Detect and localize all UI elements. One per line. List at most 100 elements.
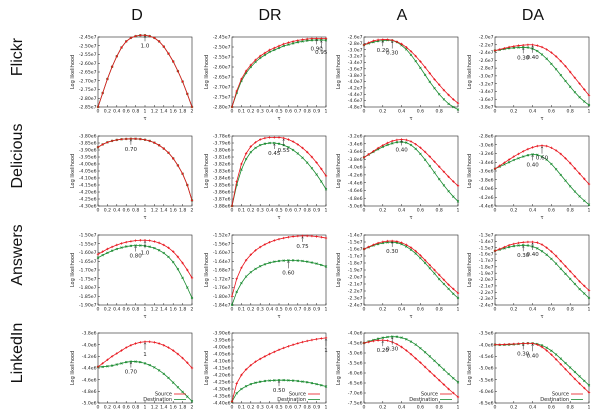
- panel-delicious-a-series-source-point: [447, 175, 450, 179]
- panel-delicious-d-ytick-label: -3.80e6: [79, 134, 97, 140]
- panel-delicious-dr-annotation-arrowhead: [273, 143, 276, 146]
- panel-linkedin-da-series-destination-point: [550, 349, 553, 352]
- panel-linkedin-a-ytick-label: -7.5e6: [348, 401, 363, 407]
- panel-flickr-da-ytick-label: -3.0e7: [479, 73, 494, 79]
- panel-linkedin-d-series-source-point: [181, 356, 184, 360]
- panel-delicious-da-series-source-point: [569, 161, 572, 165]
- panel-linkedin-d-series-source-point: [172, 349, 175, 352]
- panel-linkedin-d-series-destination-point: [176, 386, 180, 389]
- panel-linkedin-d-annotation-label: 0.70: [125, 370, 138, 376]
- panel-flickr-dr-x-axis-label: τ: [277, 116, 280, 122]
- panel-flickr-da-series-destination-point: [564, 79, 567, 83]
- panel-linkedin-d-annotation-arrowhead: [129, 362, 133, 365]
- panel-answers-a-ytick-label: -1.4e7: [348, 233, 363, 239]
- panel-delicious-da-series-destination-point: [545, 158, 548, 161]
- panel-answers-da-series-source-point: [498, 247, 501, 251]
- panel-linkedin-da-series-source-point: [545, 349, 548, 352]
- panel-answers-da-x-axis-label: τ: [540, 314, 543, 320]
- panel-answers-dr-series-destination-point: [301, 259, 304, 263]
- panel-answers-dr-xtick-label: 0.4: [266, 307, 273, 313]
- panel-linkedin-a-annotation-label: 0.30: [386, 347, 399, 353]
- panel-delicious-a-series-source-point: [372, 149, 375, 153]
- panel-delicious-dr-series-destination-point: [324, 187, 328, 191]
- panel-flickr-a-ytick-label: -4.4e7: [348, 92, 363, 98]
- panel-delicious-a-ytick-label: -4.6e6: [348, 188, 363, 194]
- panel-flickr-da-x-axis-label: τ: [540, 116, 543, 122]
- panel-answers-d-series-destination-point: [110, 249, 114, 252]
- panel-answers-d-series-destination-point: [181, 276, 184, 280]
- panel-linkedin-a-legend-label-source: Source: [421, 392, 438, 398]
- panel-answers-a-ytick-label: -2.2e7: [348, 289, 363, 295]
- panel-linkedin-d-legend-label-source: Source: [155, 392, 172, 398]
- panel-delicious-dr-series-destination-point: [244, 157, 248, 161]
- panel-answers-d-ytick-label: -1.70e7: [79, 268, 97, 274]
- panel-delicious-da-series-source-point: [550, 146, 553, 150]
- panel-linkedin-dr-series-destination-point: [282, 378, 285, 382]
- panel-answers-da-series-destination-point: [545, 253, 548, 256]
- panel-linkedin-d-xtick-label: 1.6: [170, 405, 177, 410]
- panel-linkedin-da-series-source-point: [517, 342, 520, 345]
- panel-linkedin-d-series-destination-point: [171, 381, 175, 384]
- panel-linkedin-d-xtick-label: 0.4: [113, 405, 120, 410]
- panel-answers-d-series-destination-point: [120, 246, 123, 249]
- panel-answers-dr-xtick-label: 0.6: [285, 307, 292, 313]
- panel-delicious-d-series-source-point: [162, 147, 165, 150]
- panel-answers-da-series-destination-point: [573, 282, 577, 286]
- panel-delicious-d-series-source-point: [96, 146, 100, 149]
- panel-linkedin-d-series-source-point: [120, 349, 123, 352]
- panel-delicious-dr-y-axis-label: Log likelihood: [204, 154, 210, 188]
- panel-flickr-dr-xtick-label: 0: [231, 109, 234, 115]
- panel-delicious-da-xtick-label: 1: [588, 208, 591, 214]
- panel-flickr-a-annotation-arrowhead: [381, 40, 385, 43]
- panel-linkedin-d-series-source-point: [157, 342, 161, 345]
- panel-answers-a-series-source-point: [452, 287, 455, 291]
- panel-answers-da-series-source-point: [526, 240, 530, 244]
- panel-linkedin-da-ytick-label: -5.0e6: [479, 366, 494, 372]
- panel-flickr-dr-series-destination-point: [324, 38, 328, 42]
- panel-linkedin-a-series-source-point: [456, 395, 460, 399]
- panel-flickr-a-xtick-label: 0: [363, 109, 366, 115]
- panel-delicious-da-series-destination-point: [521, 155, 525, 158]
- panel-linkedin-dr-series-destination-point: [310, 381, 314, 385]
- panel-flickr-a-series-destination-point: [447, 102, 450, 106]
- panel-flickr-a-series-destination-point: [433, 86, 436, 90]
- panel-linkedin-da-series-source-point: [569, 372, 572, 376]
- panel-delicious-dr-series-source-point: [259, 138, 262, 141]
- panel-flickr-a-series-source-point: [409, 50, 413, 53]
- panel-flickr-dr-series-destination-point: [287, 43, 290, 46]
- panel-flickr-da-series-source-point: [583, 88, 586, 91]
- panel-flickr-dr-series-source-point: [320, 37, 323, 40]
- panel-linkedin-dr-ytick-label: -4.05e6: [213, 352, 231, 358]
- panel-answers-d-series-source-point: [153, 240, 156, 243]
- panel-delicious-da-ytick-label: -2.8e6: [479, 134, 494, 140]
- row-header-linkedin: LinkedIn: [9, 323, 26, 384]
- panel-linkedin-a-y-axis-label: Log likelihood: [336, 351, 342, 385]
- panel-delicious-d-series-source-point: [157, 144, 161, 147]
- panel-delicious-a-series-source-point: [423, 150, 427, 154]
- panel-flickr-d-y-axis-label: Log likelihood: [70, 55, 76, 89]
- panel-delicious-da-series-source-point: [554, 149, 558, 152]
- panel-flickr-dr-ytick-label: -2.70e7: [213, 85, 231, 91]
- row-header-delicious: Delicious: [9, 124, 26, 189]
- panel-flickr-a-xtick-label: 1: [457, 109, 460, 115]
- panel-answers-d-series-source-point: [106, 247, 109, 251]
- panel-delicious-a-ytick-label: -5.0e6: [348, 204, 363, 210]
- panel-answers-d-xtick-label: 2: [191, 307, 194, 313]
- panel-flickr-da-series-source-point: [573, 76, 577, 80]
- panel-delicious-da-series-source-point: [531, 146, 534, 149]
- panel-linkedin-d-series-destination-point: [129, 360, 133, 363]
- panel-linkedin-dr-series-source-point: [282, 346, 285, 350]
- panel-answers-a-series-source-point: [367, 245, 370, 249]
- panel-flickr-d-ytick-label: -2.85e7: [79, 105, 97, 111]
- panel-delicious-dr-x-axis-label: τ: [277, 215, 280, 221]
- panel-linkedin-dr-ytick-label: -4.25e6: [213, 380, 231, 386]
- panel-delicious-a-series-destination-point: [442, 184, 446, 187]
- panel-flickr-dr-annotation-arrowhead: [320, 40, 323, 43]
- panel-flickr-dr-series-source-point: [287, 41, 290, 44]
- panel-flickr-dr-xtick-label: 0.7: [294, 109, 301, 115]
- panel-answers-a-series-source-point: [456, 291, 460, 295]
- panel-delicious-d-ytick-label: -4.10e6: [79, 176, 97, 182]
- panel-flickr-a-series-destination-point: [376, 39, 380, 43]
- panel-linkedin-d-series-source-point: [106, 358, 109, 362]
